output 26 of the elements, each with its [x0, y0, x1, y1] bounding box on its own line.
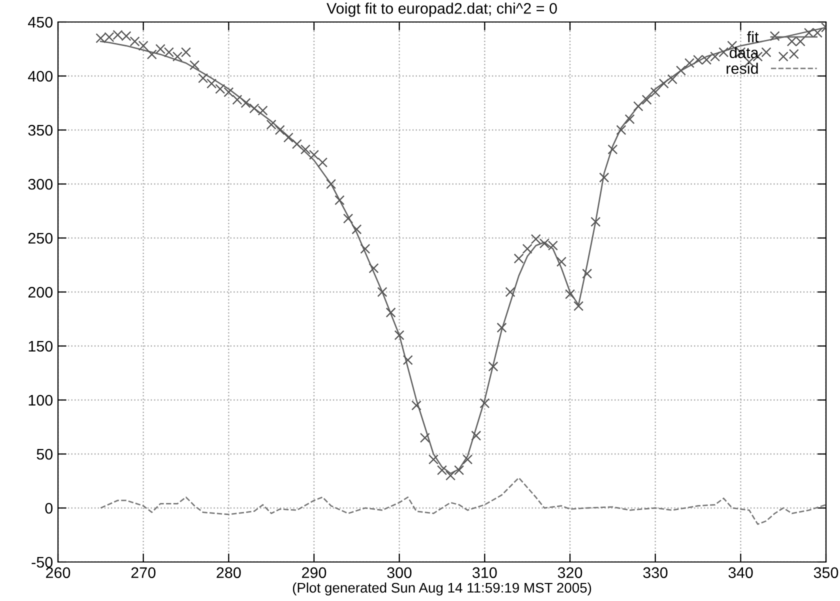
x-axis-title: (Plot generated Sun Aug 14 11:59:19 MST 2005) [292, 582, 592, 596]
line-series [100, 477, 826, 525]
y-tick-label: 300 [28, 178, 53, 190]
x-tick-label: 300 [387, 567, 412, 578]
x-tick-label: 340 [728, 567, 753, 578]
x-tick-label: 270 [131, 567, 156, 578]
y-tick-label: -50 [32, 556, 53, 568]
y-tick-label: 350 [28, 124, 53, 136]
y-tick-label: 450 [28, 16, 53, 28]
y-tick-label: 150 [28, 340, 53, 352]
x-tick-label: 260 [46, 567, 70, 578]
x-tick-label: 290 [302, 567, 326, 578]
y-tick-label: 0 [45, 502, 53, 514]
legend-label: fit [747, 31, 759, 42]
x-tick-label: 310 [472, 567, 497, 578]
x-tick-label: 330 [643, 567, 668, 578]
y-tick-label: 200 [28, 286, 53, 298]
y-tick-label: 400 [28, 70, 53, 82]
y-tick-label: 50 [36, 448, 53, 460]
y-tick-label: 250 [28, 232, 53, 244]
legend-label: resid [726, 62, 758, 74]
x-tick-label: 320 [558, 567, 582, 578]
chart-title: Voigt fit to europad2.dat; chi^2 = 0 [326, 2, 557, 17]
y-tick-label: 100 [28, 394, 53, 406]
x-tick-label: 350 [814, 567, 838, 578]
x-tick-label: 280 [216, 567, 241, 578]
